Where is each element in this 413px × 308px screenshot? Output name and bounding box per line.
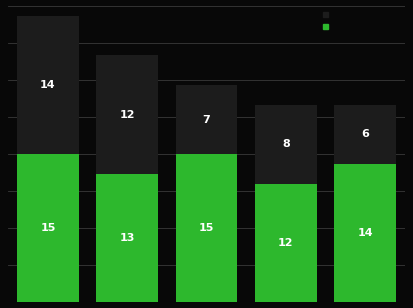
Text: 15: 15 [199,223,214,233]
Bar [255,105,317,184]
Bar [96,174,158,302]
Text: 7: 7 [203,115,210,124]
Bar [17,154,79,302]
Text: 12: 12 [278,238,294,248]
Bar [96,55,158,174]
Legend: , : , [323,10,329,32]
Text: 12: 12 [119,110,135,120]
Bar [176,154,237,302]
Text: 14: 14 [40,80,56,90]
Bar [334,164,396,302]
Text: 15: 15 [40,223,56,233]
Text: 13: 13 [119,233,135,243]
Text: 8: 8 [282,139,290,149]
Bar [176,85,237,154]
Bar [17,16,79,154]
Text: 14: 14 [357,228,373,238]
Bar [334,105,396,164]
Bar [255,184,317,302]
Text: 6: 6 [361,129,369,139]
